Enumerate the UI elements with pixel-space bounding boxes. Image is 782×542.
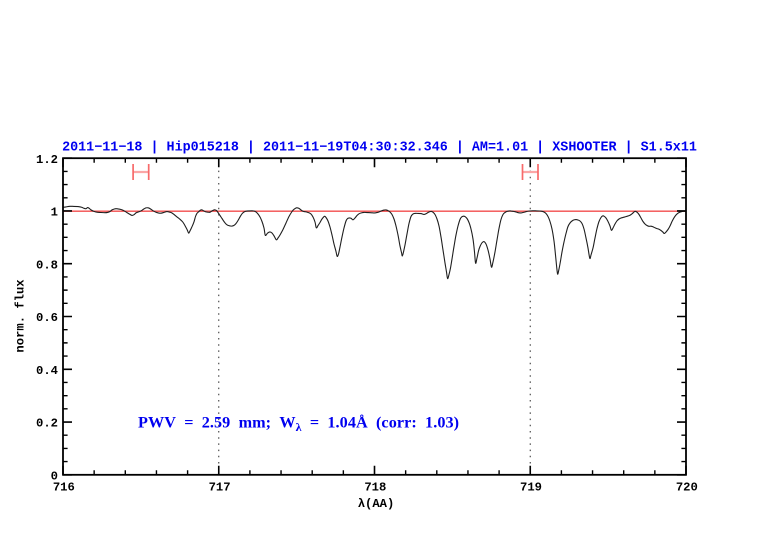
svg-text:716: 716 <box>53 481 75 495</box>
svg-text:PWV = 2.59 mm; Wλ = 1.04: PWV = 2.59 mm; Wλ = 1.04Å (corr: 1.03) <box>138 413 459 434</box>
svg-text:0.8: 0.8 <box>36 258 58 272</box>
svg-text:720: 720 <box>676 481 698 495</box>
svg-text:1: 1 <box>51 206 58 220</box>
svg-text:0.4: 0.4 <box>36 364 58 378</box>
svg-text:717: 717 <box>209 481 231 495</box>
svg-text:719: 719 <box>520 481 542 495</box>
svg-text:0.6: 0.6 <box>36 311 58 325</box>
svg-text:718: 718 <box>364 481 386 495</box>
svg-text:0.2: 0.2 <box>36 417 58 431</box>
svg-text:2011−11−18 | Hip015218 | 2011−: 2011−11−18 | Hip015218 | 2011−11−19T04:3… <box>62 141 697 156</box>
svg-text:norm. flux: norm. flux <box>14 279 28 353</box>
svg-text:0: 0 <box>51 470 58 484</box>
svg-text:λ(AA): λ(AA) <box>358 497 395 511</box>
svg-text:1.2: 1.2 <box>36 153 58 167</box>
